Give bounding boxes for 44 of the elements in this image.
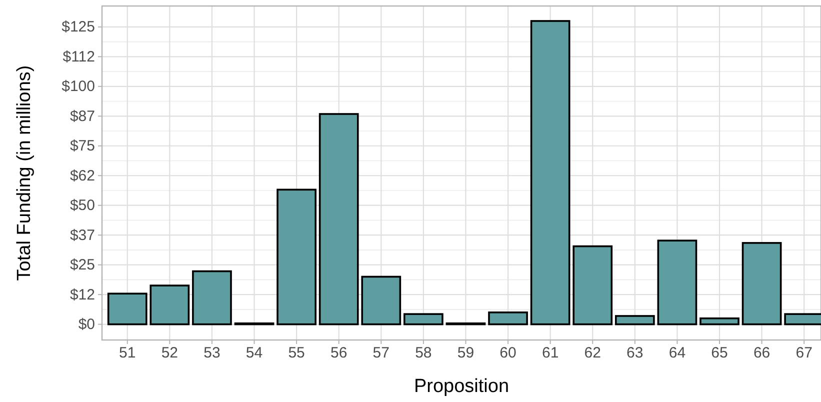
x-tick-label: 59 bbox=[457, 344, 474, 362]
y-tick-label: $100 bbox=[62, 78, 95, 96]
bar bbox=[276, 188, 316, 326]
y-axis-title: Total Funding (in millions) bbox=[14, 65, 35, 281]
x-tick-label: 52 bbox=[161, 344, 178, 362]
y-tick-label: $37 bbox=[70, 226, 95, 244]
x-tick-label: 58 bbox=[415, 344, 432, 362]
bar bbox=[107, 292, 148, 326]
bar bbox=[488, 312, 528, 326]
y-tick-label: $12 bbox=[70, 286, 95, 304]
x-tick-label: 62 bbox=[584, 344, 601, 362]
bar bbox=[614, 315, 655, 326]
y-tick-label: $87 bbox=[70, 108, 95, 125]
x-tick-label: 53 bbox=[204, 344, 220, 362]
x-tick-label: 56 bbox=[330, 344, 348, 362]
x-tick-label: 65 bbox=[711, 344, 728, 362]
bar bbox=[657, 240, 698, 326]
x-tick-label: 64 bbox=[668, 344, 686, 362]
bar bbox=[742, 242, 782, 326]
y-tick-label: $0 bbox=[78, 316, 95, 334]
bar bbox=[572, 245, 613, 326]
x-tick-label: 51 bbox=[119, 344, 136, 362]
y-tick-label: $75 bbox=[70, 138, 95, 155]
x-tick-label: 57 bbox=[372, 344, 390, 362]
x-tick-label: 61 bbox=[542, 344, 559, 362]
x-tick-label: 67 bbox=[796, 344, 812, 362]
x-tick-label: 66 bbox=[753, 344, 770, 362]
x-tick-label: 54 bbox=[246, 344, 263, 362]
x-axis-title: Proposition bbox=[414, 376, 510, 397]
y-tick-label: $25 bbox=[70, 256, 95, 274]
x-tick-label: 60 bbox=[500, 344, 516, 362]
y-tick-label: $125 bbox=[62, 18, 95, 36]
y-tick-label: $62 bbox=[70, 167, 95, 184]
x-tick-label: 63 bbox=[626, 344, 644, 362]
x-tick-label: 55 bbox=[288, 344, 305, 362]
bar bbox=[404, 313, 444, 326]
bar bbox=[530, 20, 570, 326]
y-tick-label: $50 bbox=[70, 197, 95, 214]
bar bbox=[700, 317, 740, 326]
bar bbox=[192, 270, 232, 326]
bar bbox=[361, 276, 402, 326]
bar bbox=[150, 284, 190, 326]
bar bbox=[318, 113, 359, 326]
y-tick-label: $112 bbox=[62, 48, 95, 66]
